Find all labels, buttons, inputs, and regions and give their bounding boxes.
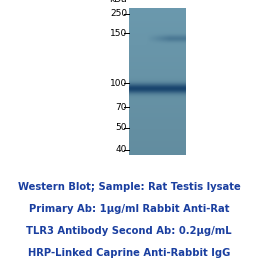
Text: 100: 100 <box>110 78 127 87</box>
Text: 250: 250 <box>110 10 127 19</box>
Text: 40: 40 <box>116 145 127 155</box>
Text: kDa: kDa <box>109 0 127 4</box>
Text: 50: 50 <box>116 124 127 133</box>
Text: Primary Ab: 1μg/ml Rabbit Anti-Rat: Primary Ab: 1μg/ml Rabbit Anti-Rat <box>29 204 229 214</box>
Text: HRP-Linked Caprine Anti-Rabbit IgG: HRP-Linked Caprine Anti-Rabbit IgG <box>28 248 230 258</box>
Text: 150: 150 <box>110 28 127 38</box>
Text: 70: 70 <box>116 102 127 112</box>
Text: Western Blot; Sample: Rat Testis lysate: Western Blot; Sample: Rat Testis lysate <box>18 182 240 192</box>
Text: TLR3 Antibody Second Ab: 0.2μg/mL: TLR3 Antibody Second Ab: 0.2μg/mL <box>26 226 232 236</box>
